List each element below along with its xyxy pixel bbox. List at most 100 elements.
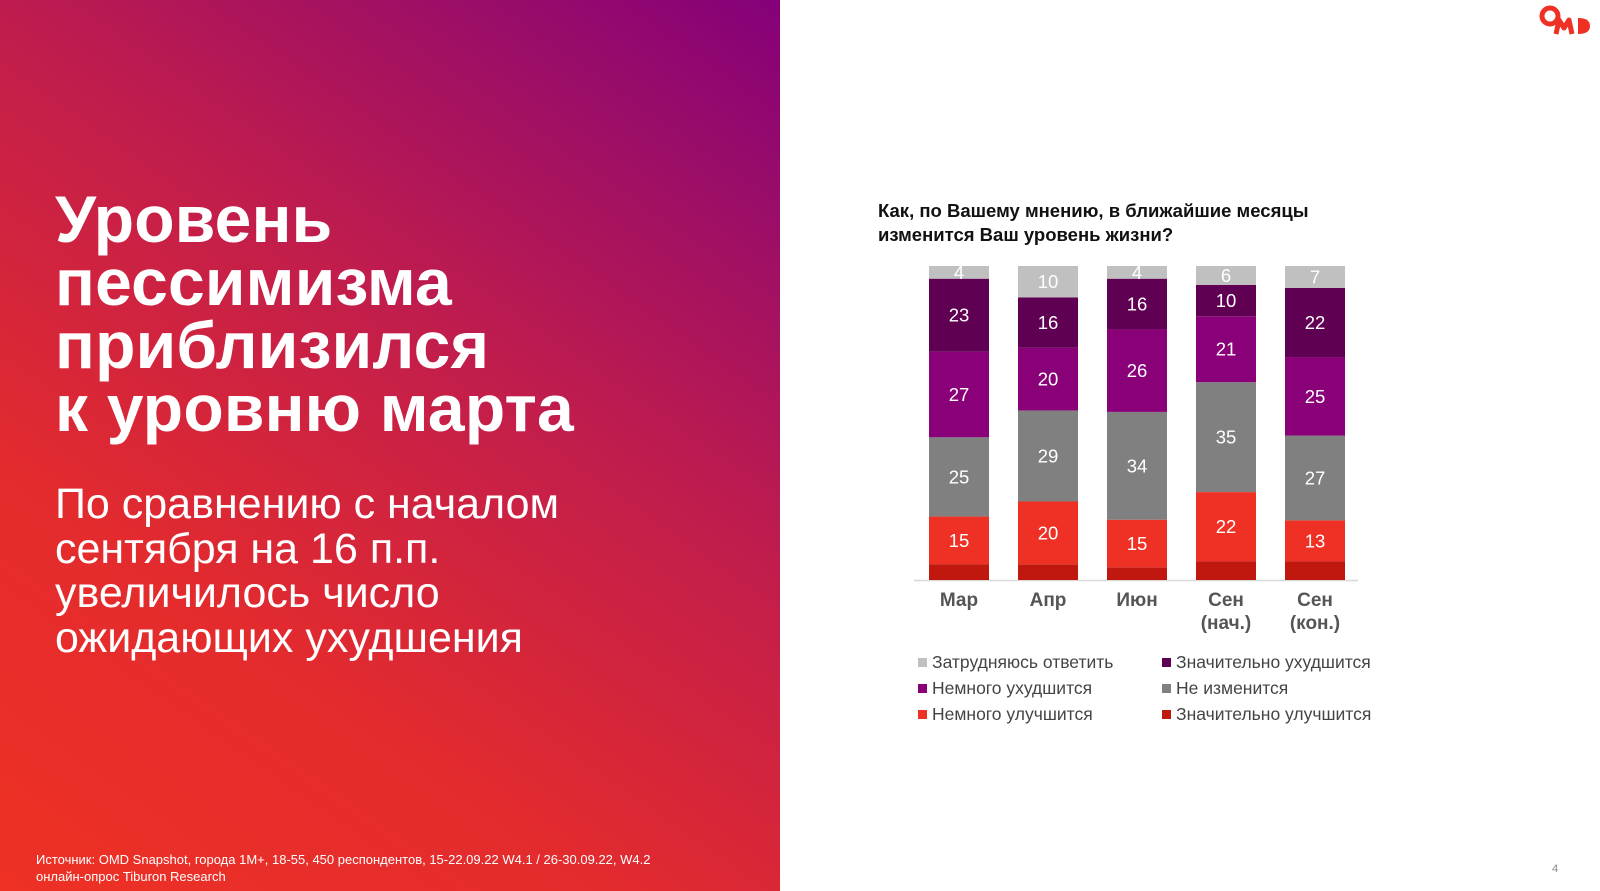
bar-segment [1196,284,1256,317]
headline-line: приблизился [55,308,490,382]
subhead-line: По сравнению с началом [55,480,560,528]
data-label: 15 [1127,533,1148,554]
data-label: 16 [1127,294,1148,315]
bar-segment [1196,316,1256,383]
bar-segment [1285,287,1345,358]
data-label: 34 [1127,455,1148,476]
source-note: Источник: OMD Snapshot, города 1M+, 18-5… [36,852,650,885]
bar-segment [1285,266,1345,288]
legend-swatch [1162,710,1171,719]
data-label: 10 [1216,290,1237,311]
data-label: 10 [1038,271,1059,292]
bar-segment [1196,561,1256,580]
chart-title-line: Как, по Вашему мнению, в ближайшие месяц… [878,200,1309,221]
bar-segment [1285,435,1345,521]
data-label: 15 [949,530,970,551]
bar-segment [1018,564,1078,580]
legend-item: Затрудняюсь ответить [918,652,1113,673]
legend-label: Значительно ухудшится [1176,652,1371,672]
bar-segment [1018,297,1078,348]
x-tick-label: Сен [1297,590,1333,611]
x-tick-label: Мар [940,590,978,611]
legend-item: Значительно ухудшится [1162,652,1371,673]
data-label: 35 [1216,427,1237,448]
data-label: 7 [1310,266,1320,287]
bar-segment [1285,357,1345,436]
legend-label: Не изменится [1176,678,1289,698]
data-label: 21 [1216,339,1237,360]
omd-logo [1539,5,1590,35]
x-tick-label: Сен [1208,590,1244,611]
subhead-line: ожидающих ухудшения [55,613,523,662]
legend-label: Затрудняюсь ответить [932,652,1114,672]
bar-segment [1285,520,1345,562]
bar-segment [1196,382,1256,493]
legend-swatch [918,684,927,693]
data-label: 29 [1038,445,1059,466]
bar-segment [1107,411,1167,520]
legend-label: Немного ухудшится [932,678,1093,698]
data-label: 16 [1038,312,1059,333]
legend-item: Немного улучшится [918,704,1093,725]
headline: Уровень пессимизма приблизился к уровню … [55,182,574,445]
bar-segment [1196,266,1256,285]
legend-item: Значительно улучшится [1162,704,1371,725]
legend-swatch [1162,658,1171,667]
x-tick-label: Апр [1030,590,1067,611]
data-label: 25 [949,466,970,487]
bar-segment [1018,410,1078,502]
bar-segment [1107,329,1167,412]
source-line: онлайн-опрос Tiburon Research [36,868,226,884]
data-label: 22 [1305,312,1326,333]
bar-segment [929,564,989,580]
bar-segment [1107,519,1167,568]
data-label: 6 [1221,265,1231,286]
bar-segment [1018,347,1078,411]
bar-segment [1018,266,1078,298]
source-line: Источник: OMD Snapshot, города 1M+, 18-5… [36,852,651,867]
title-panel: Уровень пессимизма приблизился к уровню … [0,0,780,891]
page-number: 4 [1552,863,1559,875]
chart-title: Как, по Вашему мнению, в ближайшие месяц… [878,199,1309,247]
legend-swatch [918,710,927,719]
legend-item: Немного ухудшится [918,678,1092,699]
legend-swatch [918,658,927,667]
bar-segment [929,516,989,565]
legend-label: Значительно улучшится [1176,704,1372,724]
bar-segment [1285,561,1345,580]
bar-segment [1196,492,1256,562]
stacked-bar-chart: 15 25 27 23 4 Мар 20 29 20 16 10 Апр 15 34 26 16 4 Июн 22 3… [914,262,1358,634]
subhead-line: увеличилось число [55,569,440,617]
subhead-line: сентября на 16 п.п. [55,524,441,573]
data-label: 4 [954,262,964,283]
headline-line: к уровню марта [55,371,574,445]
bar-segment [929,351,989,438]
legend-swatch [1162,684,1171,693]
x-tick-label: (кон.) [1290,613,1340,634]
legend-item: Не изменится [1162,678,1288,699]
bar-segment [1107,278,1167,330]
subheadline: По сравнению с началом сентября на 16 п.… [55,482,559,660]
data-label: 27 [949,384,970,405]
bar-segment [1107,266,1167,279]
bar-segment [1018,501,1078,565]
data-label: 25 [1305,386,1326,407]
headline-line: пессимизма [55,245,452,319]
x-tick-label: (нач.) [1201,613,1252,634]
bar-segment [929,278,989,352]
data-label: 20 [1038,522,1059,543]
data-label: 27 [1305,467,1326,488]
bar-segment [929,266,989,279]
headline-line: Уровень [55,182,333,256]
legend-label: Немного улучшится [932,704,1093,724]
data-label: 20 [1038,369,1059,390]
data-label: 22 [1216,516,1237,537]
data-label: 4 [1132,262,1142,283]
x-tick-label: Июн [1116,590,1157,611]
data-label: 26 [1127,360,1148,381]
chart-title-line: изменится Ваш уровень жизни? [878,224,1174,245]
bar-segment [1107,567,1167,580]
data-label: 13 [1305,530,1326,551]
data-label: 23 [949,305,970,326]
bar-segment [929,437,989,517]
